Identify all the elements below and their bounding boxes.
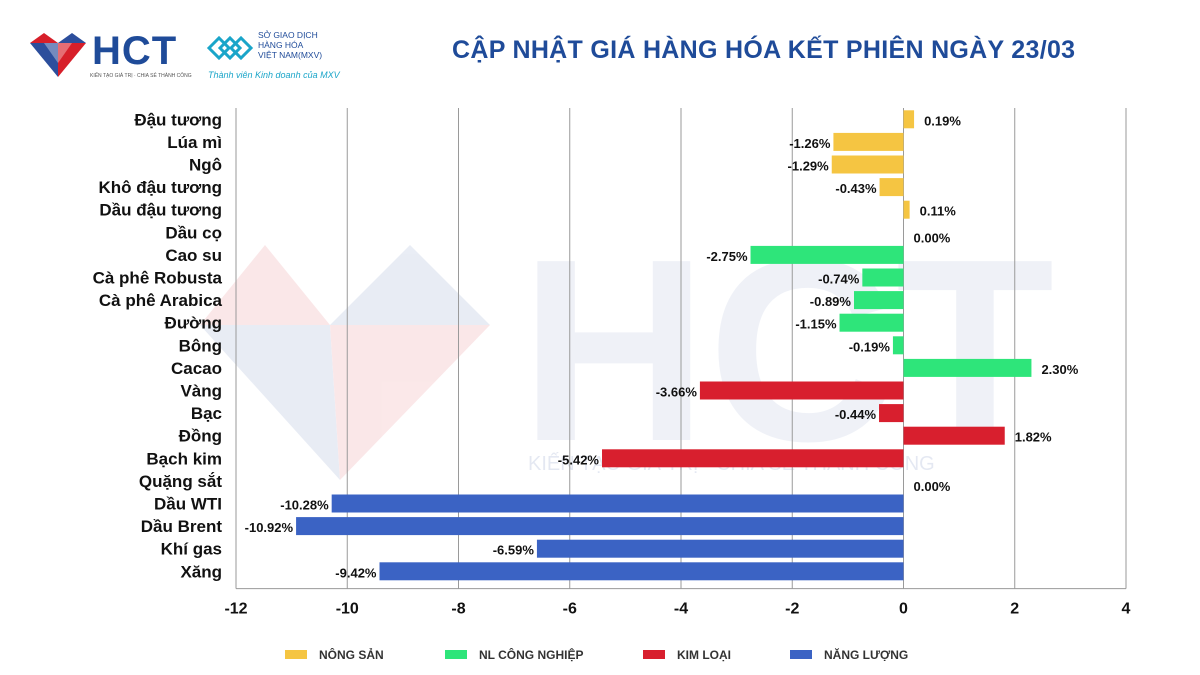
bar [862,268,904,287]
category-label: Cao su [165,246,222,265]
data-label: 1.82% [1015,430,1052,445]
data-label: -2.75% [706,249,748,264]
data-label: -0.74% [818,272,860,287]
mxv-line-3: VIỆT NAM(MXV) [258,50,323,60]
category-label: Bạch kim [146,449,222,468]
legend-label: NÔNG SẢN [319,647,384,662]
bar [379,562,904,581]
category-label: Đồng [179,427,222,446]
category-label: Dầu Brent [141,517,223,536]
page-title: CẬP NHẬT GIÁ HÀNG HÓA KẾT PHIÊN NGÀY 23/… [452,36,1076,64]
x-tick-label: -2 [785,601,799,618]
bar [831,155,904,174]
mxv-logo: SỞ GIAO DỊCH HÀNG HÓA VIỆT NAM(MXV) Thàn… [206,26,366,82]
category-label: Cà phê Arabica [99,291,223,310]
bar [833,132,904,151]
category-label: Khí gas [161,540,222,559]
bar [750,245,904,264]
bar [879,178,904,197]
category-label: Quặng sắt [139,472,222,491]
data-label: 0.00% [914,230,951,245]
data-label: -0.43% [835,181,877,196]
mxv-emblem-icon [206,35,254,61]
bar [331,494,904,513]
category-label: Dầu WTI [154,495,222,514]
data-label: -9.42% [335,565,377,580]
data-label: -3.66% [656,385,698,400]
x-tick-label: -12 [224,601,247,618]
mxv-logo-text: SỞ GIAO DỊCH HÀNG HÓA VIỆT NAM(MXV) [258,30,322,60]
legend-swatch [790,650,812,660]
category-label: Bạc [191,404,222,423]
bar [892,336,904,355]
data-label: -10.28% [280,498,329,513]
bar [536,539,904,558]
category-label: Ngô [189,156,222,175]
header: HCT KIẾN TẠO GIÁ TRỊ · CHIA SẺ THÀNH CÔN… [0,0,1200,100]
hct-logo-text: HCT [92,29,178,73]
category-label: Dầu cọ [165,223,222,242]
bar [602,449,904,468]
data-label: -0.89% [810,294,852,309]
bar [903,110,915,129]
bar [699,381,904,400]
x-tick-label: 2 [1010,601,1019,618]
x-tick-label: 4 [1122,601,1131,618]
x-tick-label: 0 [899,601,908,618]
legend-item: KIM LOẠI [643,646,731,664]
category-label: Dầu đậu tương [99,201,222,220]
legend-swatch [643,650,665,660]
category-label: Lúa mì [167,133,222,152]
bar [853,291,904,310]
legend-label: KIM LOẠI [677,647,731,662]
category-label: Cà phê Robusta [93,269,223,288]
hct-diamond-icon [30,33,86,77]
data-label: -10.92% [245,520,294,535]
x-tick-label: -4 [674,601,688,618]
bar [879,404,904,423]
hct-logo-subtitle: KIẾN TẠO GIÁ TRỊ · CHIA SẺ THÀNH CÔNG [90,73,192,79]
legend-label: NĂNG LƯỢNG [824,647,909,662]
data-label: -0.19% [849,339,891,354]
data-label: -1.15% [795,317,837,332]
data-label: 0.11% [920,204,957,219]
data-label: 0.19% [924,113,961,128]
mxv-tagline: Thành viên Kinh doanh của MXV [208,70,340,80]
category-label: Đường [165,314,222,333]
bar [903,200,910,219]
bar [903,358,1032,377]
data-label: -1.26% [789,136,831,151]
legend-swatch [445,650,467,660]
bar [903,426,1005,445]
hct-logo: HCT KIẾN TẠO GIÁ TRỊ · CHIA SẺ THÀNH CÔN… [30,29,192,81]
mxv-line-2: HÀNG HÓA [258,40,304,50]
mxv-line-1: SỞ GIAO DỊCH [258,30,318,40]
data-label: -6.59% [493,543,535,558]
legend-item: NÔNG SẢN [285,646,384,664]
data-label: 0.00% [914,479,951,494]
legend-item: NĂNG LƯỢNG [790,646,908,664]
data-label: 2.30% [1041,362,1078,377]
x-tick-label: -8 [451,601,465,618]
x-tick-label: -6 [563,601,577,618]
chart-legend: NÔNG SẢN NL CÔNG NGHIỆP KIM LOẠI NĂNG LƯỢNG [285,646,985,666]
category-label: Bông [179,336,222,355]
category-label: Xăng [180,562,222,581]
category-label: Đậu tương [134,110,222,129]
data-label: -5.42% [558,452,600,467]
legend-item: NL CÔNG NGHIỆP [445,646,583,664]
data-label: -1.29% [788,159,830,174]
data-label: -0.44% [835,407,877,422]
category-label: Cacao [171,359,222,378]
category-label: Khô đậu tương [98,178,222,197]
bar [296,517,904,536]
legend-label: NL CÔNG NGHIỆP [479,647,584,662]
x-tick-label: -10 [336,601,359,618]
legend-swatch [285,650,307,660]
bar [839,313,904,332]
category-label: Vàng [180,382,222,401]
